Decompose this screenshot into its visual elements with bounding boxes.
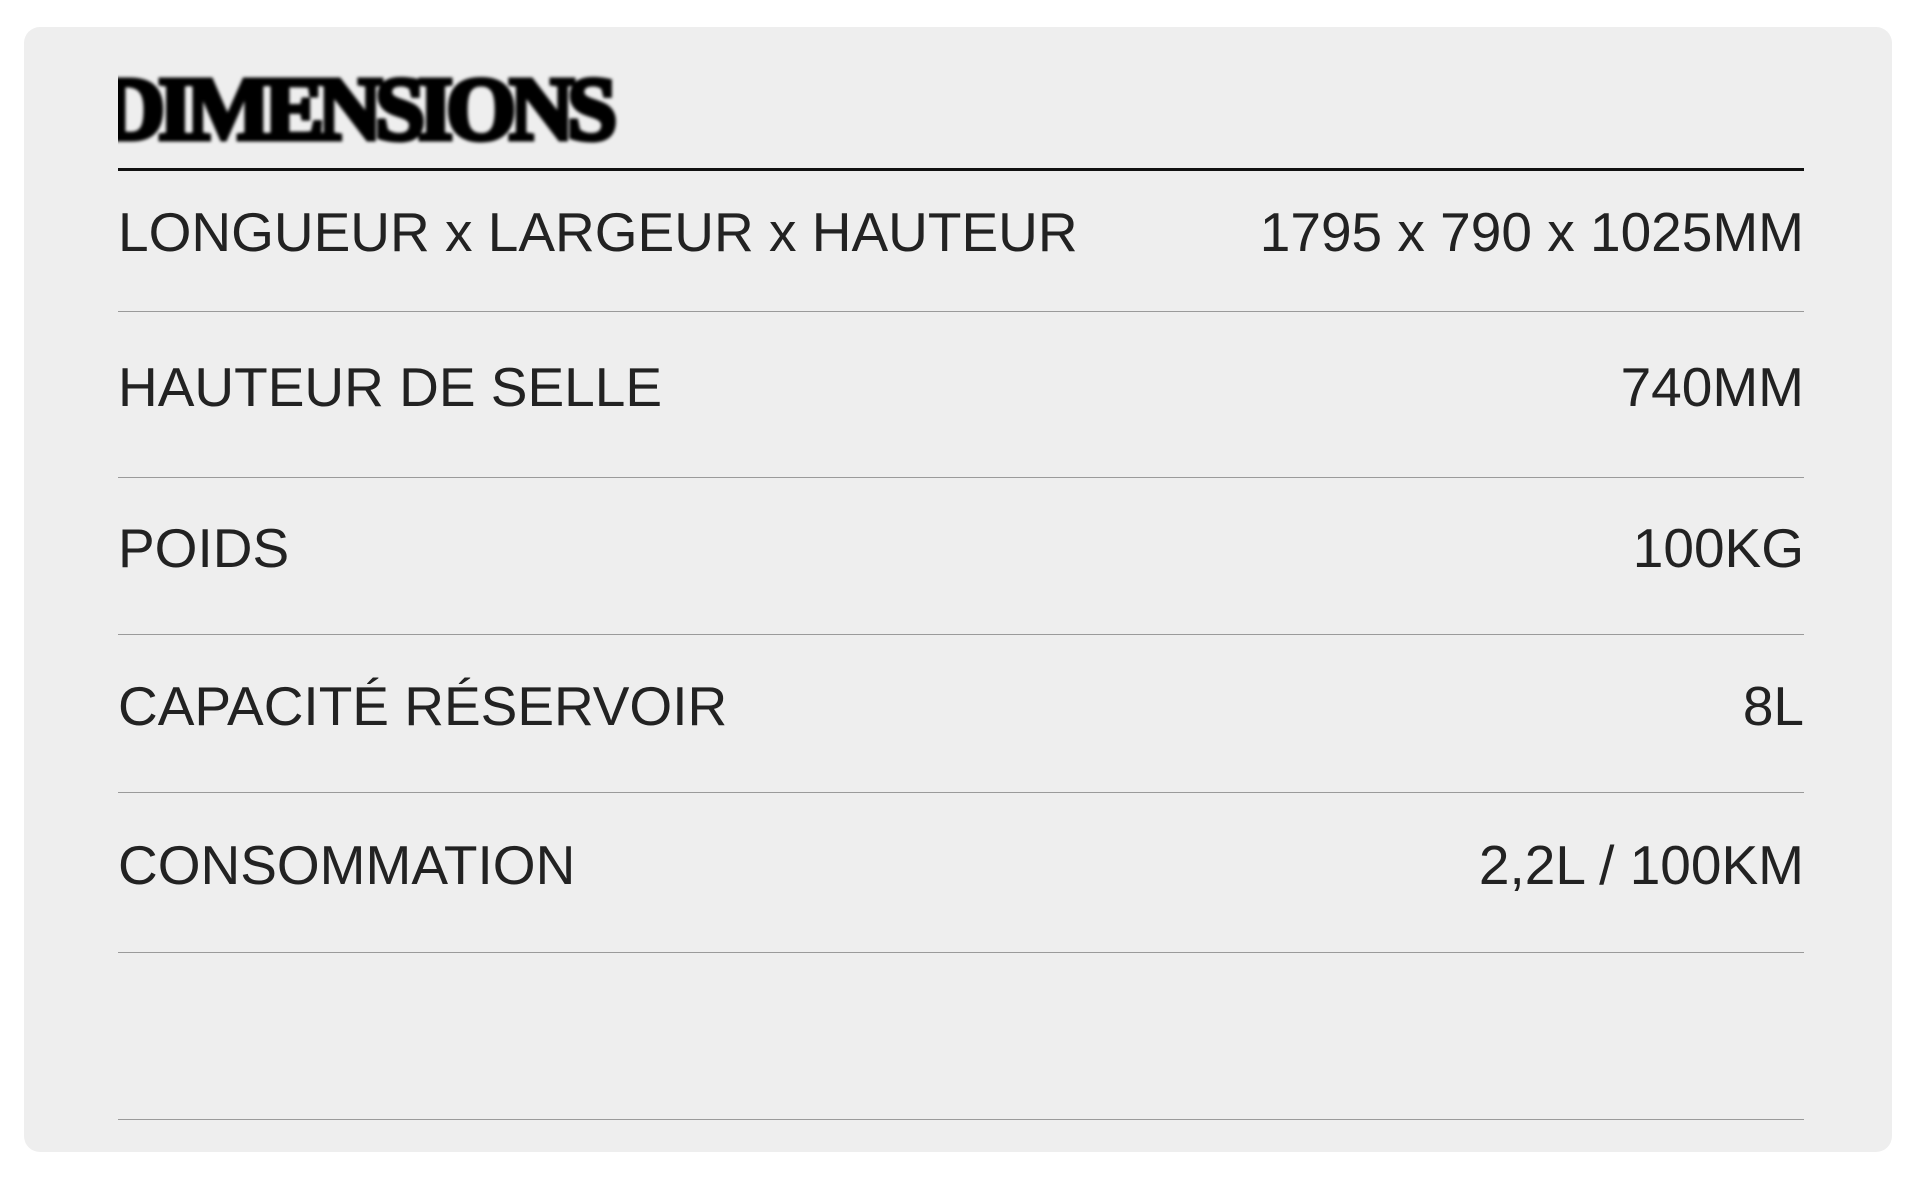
svg-text:DIMENSIONS: DIMENSIONS <box>118 60 614 159</box>
